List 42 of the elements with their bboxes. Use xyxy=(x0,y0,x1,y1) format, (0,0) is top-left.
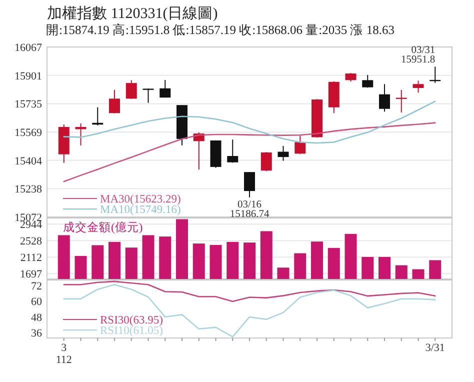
candlestick xyxy=(244,172,255,198)
line-series xyxy=(63,280,436,302)
annotation: 成交金額(億元) xyxy=(63,220,143,234)
candlestick xyxy=(396,89,407,113)
y-tick-label: 2112 xyxy=(20,252,42,264)
candlestick xyxy=(412,80,424,94)
legend-label: RSI10(61.05) xyxy=(100,325,164,337)
y-tick-label: 15404 xyxy=(14,155,42,168)
line-series xyxy=(63,122,436,182)
y-tick-label: 1697 xyxy=(20,268,42,281)
y-tick-label: 15238 xyxy=(14,184,42,196)
candlestick xyxy=(260,152,272,172)
candlestick xyxy=(160,79,171,98)
legend-label: RSI30(63.95) xyxy=(100,314,164,326)
y-tick-label: 2944 xyxy=(20,219,42,232)
y-tick-label: 48 xyxy=(31,312,42,324)
candlestick xyxy=(294,135,306,155)
x-tick-label: 3 112 xyxy=(56,342,72,366)
x-tick-label: 3/31 xyxy=(425,342,445,354)
candlestick xyxy=(379,84,390,112)
candlestick xyxy=(109,89,120,114)
chart-title: 加權指數 1120331(日線圖) xyxy=(47,5,218,22)
y-tick-label: 60 xyxy=(31,296,42,308)
y-tick-label: 15901 xyxy=(14,70,42,82)
y-tick-label: 15735 xyxy=(14,98,42,111)
candlestick xyxy=(362,74,374,88)
legend-label: MA30(15623.29) xyxy=(100,194,181,206)
candlestick xyxy=(126,80,137,100)
y-tick-label: 16067 xyxy=(14,42,42,54)
candlestick xyxy=(278,145,289,162)
y-tick-label: 15569 xyxy=(14,127,42,140)
chart-subtitle: 開:15874.19 高:15951.8 低:15857.19 收:15868.06 量:2035 漲 18.63 xyxy=(46,22,394,37)
y-tick-label: 72 xyxy=(31,280,42,292)
line-series xyxy=(63,284,436,338)
candlestick xyxy=(75,122,86,146)
y-tick-label: 36 xyxy=(31,328,42,340)
annotation: 03/31 15951.8 xyxy=(401,45,436,66)
y-tick-label: 2528 xyxy=(20,236,42,248)
candlestick xyxy=(142,88,154,104)
legend-label: MA10(15749.16) xyxy=(100,204,181,216)
annotation: 03/16 15186.74 xyxy=(230,199,270,220)
candlestick xyxy=(227,139,238,164)
